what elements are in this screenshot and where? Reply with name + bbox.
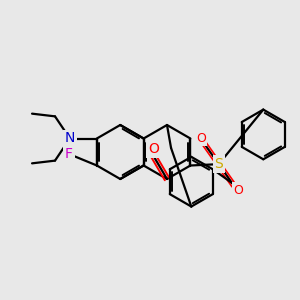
Text: F: F [65,147,73,161]
Text: O: O [234,184,244,197]
Text: N: N [65,131,75,146]
Text: O: O [148,142,159,156]
Text: S: S [214,157,223,171]
Text: O: O [196,132,206,145]
